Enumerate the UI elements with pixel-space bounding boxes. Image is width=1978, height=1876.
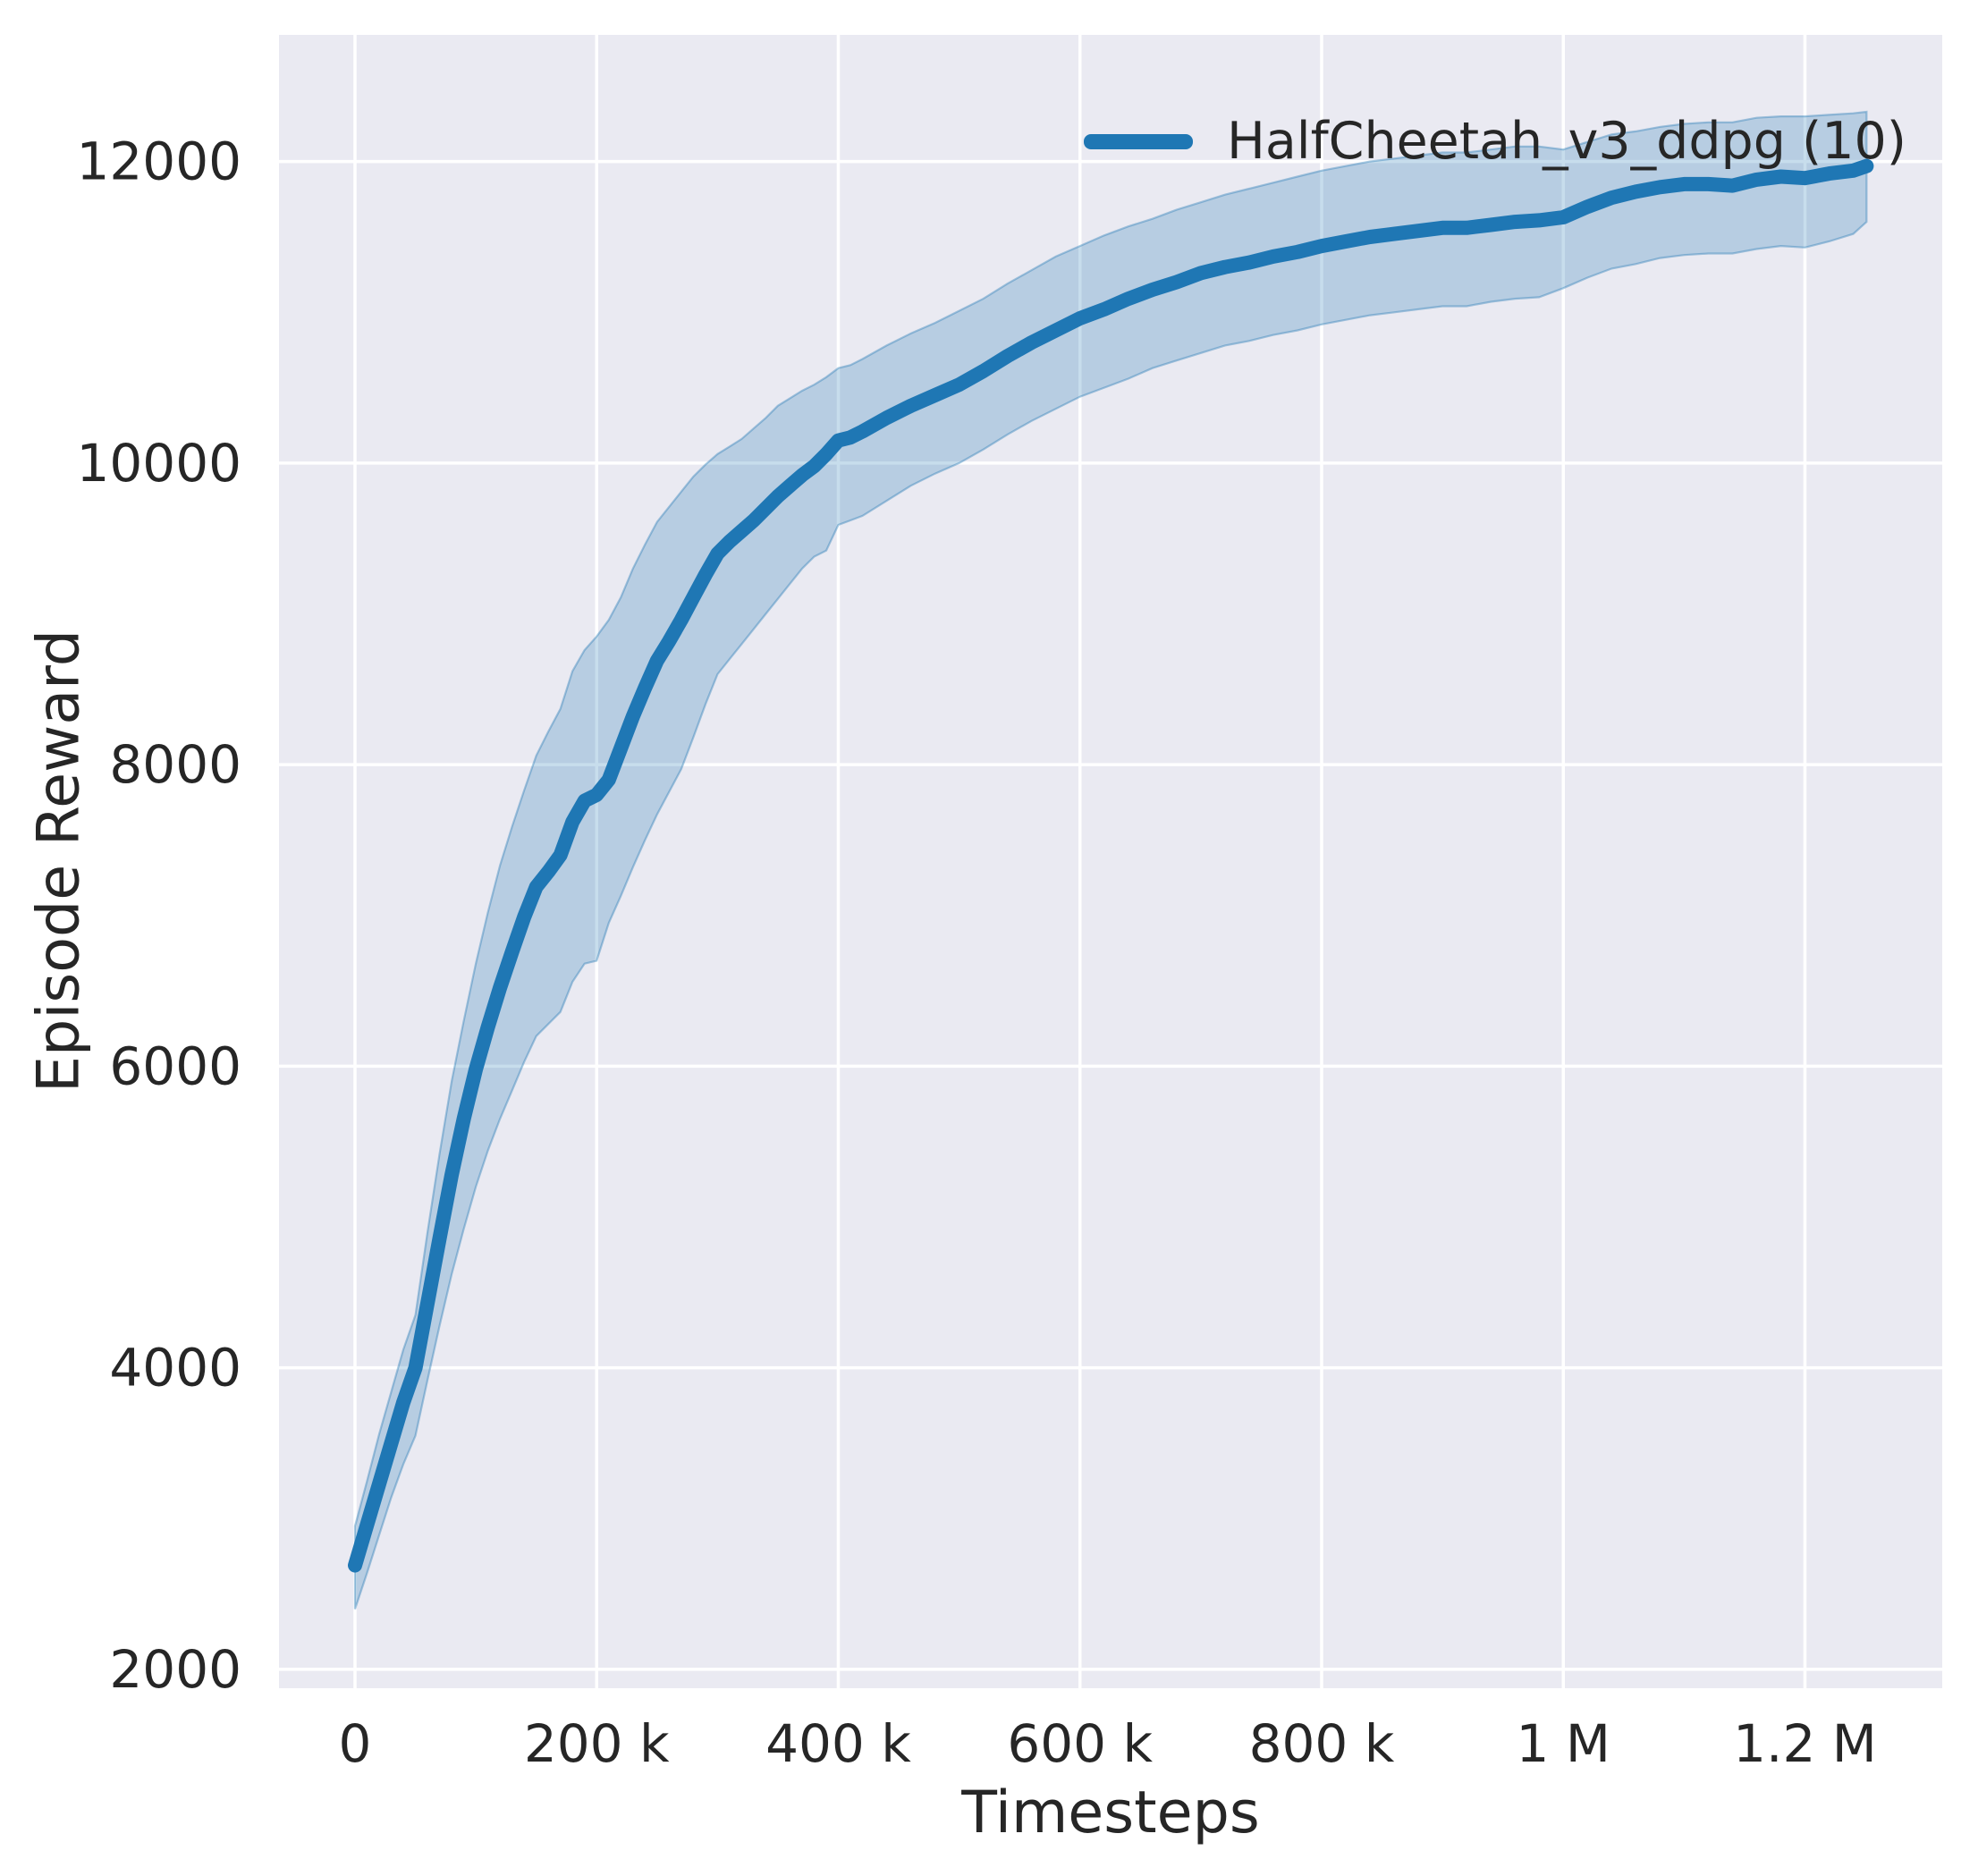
- x-tick-label: 1 M: [1517, 1713, 1610, 1774]
- x-tick-label: 1.2 M: [1733, 1713, 1877, 1774]
- y-tick-label: 12000: [76, 131, 241, 192]
- x-axis-label: Timesteps: [961, 1779, 1260, 1846]
- x-tick-label: 800 k: [1249, 1713, 1395, 1774]
- y-tick-label: 2000: [109, 1639, 241, 1700]
- y-tick-label: 8000: [109, 734, 241, 795]
- x-tick-label: 600 k: [1007, 1713, 1153, 1774]
- legend-entry-label: HalfCheetah_v3_ddpg (10): [1226, 112, 1906, 171]
- x-tick-label: 200 k: [524, 1713, 670, 1774]
- legend-line-sample: [1083, 134, 1193, 149]
- y-tick-label: 4000: [109, 1338, 241, 1399]
- x-tick-label: 0: [339, 1713, 372, 1774]
- y-tick-label: 6000: [109, 1035, 241, 1096]
- mean-line: [348, 158, 1874, 1573]
- legend: HalfCheetah_v3_ddpg (10): [1083, 112, 1906, 171]
- y-axis-label: Episode Reward: [25, 629, 93, 1094]
- confidence-band: [353, 110, 1868, 1610]
- y-tick-label: 10000: [76, 433, 241, 494]
- x-tick-label: 400 k: [765, 1713, 911, 1774]
